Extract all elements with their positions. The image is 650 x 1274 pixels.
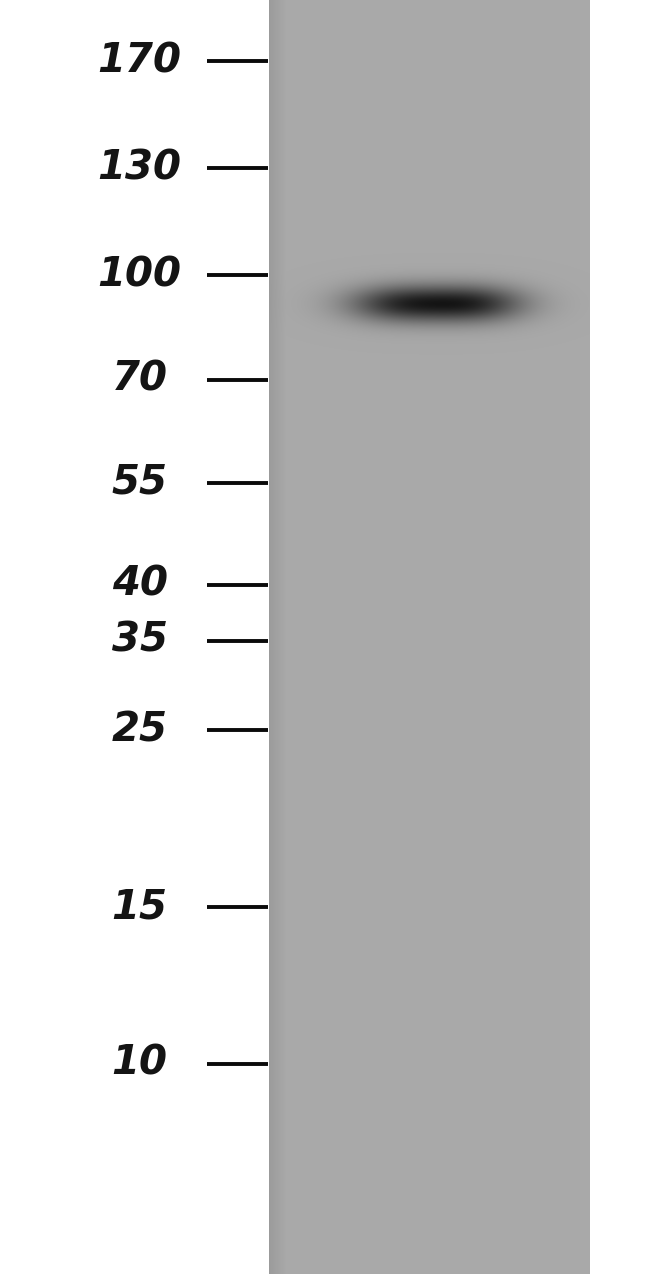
Text: 170: 170 (98, 41, 182, 82)
Text: 40: 40 (112, 564, 168, 605)
Text: 130: 130 (98, 148, 182, 189)
Text: 25: 25 (112, 710, 168, 750)
Text: 100: 100 (98, 255, 182, 296)
Text: 55: 55 (112, 462, 168, 503)
Text: 70: 70 (112, 359, 168, 400)
Text: 15: 15 (112, 887, 168, 927)
Text: 10: 10 (112, 1043, 168, 1084)
Text: 35: 35 (112, 620, 168, 661)
